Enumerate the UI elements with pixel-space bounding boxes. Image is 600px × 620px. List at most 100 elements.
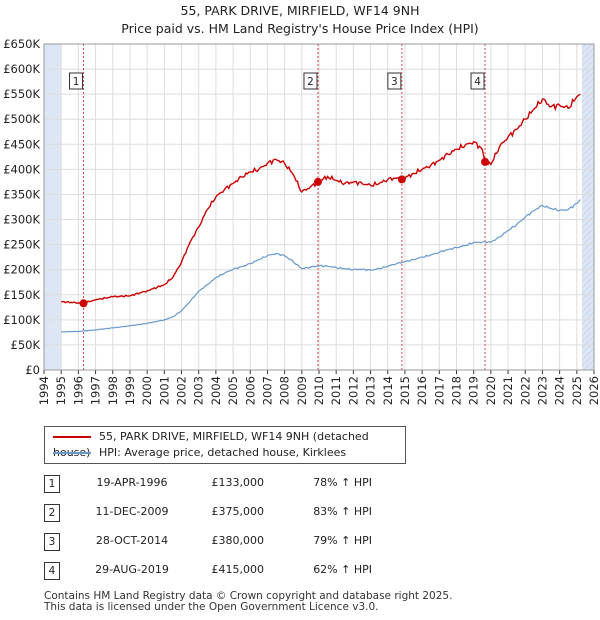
row-price: £380,000 <box>211 534 265 547</box>
sale-marker: 3 <box>387 72 402 90</box>
x-tick-label: 2011 <box>329 376 343 405</box>
row-price: £375,000 <box>211 505 265 518</box>
x-tick-label: 2013 <box>364 376 378 405</box>
hatch-line <box>581 293 594 307</box>
hatch-line <box>581 323 594 337</box>
hatch-line <box>581 53 594 67</box>
y-tick-label: £600K <box>3 62 40 76</box>
row-date: 28-OCT-2014 <box>95 534 169 547</box>
table-row: 4 29-AUG-2019 £415,000 62% ↑ HPI <box>44 561 444 590</box>
price-chart: 1 2 3 4 £0 £50K £100K £150K £200K £250K £300K £350… <box>3 18 600 405</box>
sale-point <box>481 157 490 166</box>
y-tick-label: £200K <box>3 263 40 277</box>
x-tick-label: 2001 <box>157 376 171 405</box>
hatch-line <box>581 239 594 253</box>
table-row: 3 28-OCT-2014 £380,000 79% ↑ HPI <box>44 532 444 561</box>
hatch-line <box>581 161 594 175</box>
footer-line-2: This data is licensed under the Open Gov… <box>44 601 379 613</box>
x-tick-label: 2020 <box>484 376 498 405</box>
row-hpi: 62% ↑ HPI <box>313 563 372 576</box>
hatch-line <box>581 44 587 49</box>
hatch-line <box>581 233 594 247</box>
y-tick-label: £500K <box>3 112 40 126</box>
hatch-line <box>581 251 594 265</box>
sale-marker: 4 <box>470 72 485 90</box>
sale-marker-label: 1 <box>73 76 80 88</box>
hatch-line <box>581 155 594 169</box>
chart-subtitle: Price paid vs. HM Land Registry's House … <box>121 21 479 36</box>
x-tick-label: 2025 <box>570 376 584 405</box>
y-tick-label: £450K <box>3 137 40 151</box>
hatch-line <box>581 347 594 361</box>
hatch-line <box>581 107 594 121</box>
hatch-line <box>581 143 594 157</box>
row-hpi: 78% ↑ HPI <box>313 476 372 489</box>
plot-frame <box>43 43 595 371</box>
hatch-line <box>581 275 594 289</box>
sale-point <box>313 177 322 186</box>
legend-swatch-property <box>53 436 91 438</box>
x-tick-label: 1999 <box>123 376 137 405</box>
y-tick-label: £650K <box>3 37 40 51</box>
sale-marker-box <box>470 72 485 90</box>
x-tick-label: 2004 <box>209 376 223 405</box>
hatch-line <box>581 44 593 55</box>
hatch-line <box>581 281 594 295</box>
x-tick-label: 2006 <box>243 376 257 405</box>
y-tick-label: £150K <box>3 288 40 302</box>
y-tick-label: £550K <box>3 87 40 101</box>
hatch-line <box>582 30 594 42</box>
y-tick-label: £100K <box>3 313 40 327</box>
sale-marker-label: 4 <box>474 76 481 88</box>
x-tick-label: 2002 <box>175 376 189 405</box>
legend-label-hpi: HPI: Average price, detached house, Kirk… <box>99 446 347 459</box>
x-tick-label: 2003 <box>192 376 206 405</box>
table-row: 1 19-APR-1996 £133,000 78% ↑ HPI <box>44 474 444 503</box>
sale-marker-label: 3 <box>391 76 398 88</box>
x-tick-label: 2017 <box>432 376 446 405</box>
hatch-line <box>581 77 594 91</box>
y-tick-label: £250K <box>3 238 40 252</box>
hatch-line <box>581 125 594 139</box>
x-tick-label: 1996 <box>71 376 85 405</box>
x-tick-label: 2021 <box>501 376 515 405</box>
hatch-line <box>581 179 594 193</box>
chart-title: 55, PARK DRIVE, MIRFIELD, WF14 9NH <box>180 3 420 18</box>
x-tick-label: 2009 <box>295 376 309 405</box>
hatch-line <box>581 353 594 367</box>
sale-point <box>79 299 88 308</box>
hatch-line <box>581 131 594 145</box>
sale-point <box>397 175 406 184</box>
hatch-line <box>581 221 594 235</box>
hatch-line <box>581 245 594 259</box>
x-tick-label: 1998 <box>106 376 120 405</box>
row-date: 11-DEC-2009 <box>95 505 169 518</box>
hatch-line <box>581 149 594 163</box>
hatch-line <box>581 287 594 301</box>
hatch-line <box>581 341 594 355</box>
y-tick-label: £300K <box>3 213 40 227</box>
hatch-line <box>581 95 594 109</box>
x-tick-label: 2015 <box>398 376 412 405</box>
hatch-line <box>581 89 594 103</box>
x-tick-label: 2014 <box>381 376 395 405</box>
transactions-table: 1 19-APR-1996 £133,000 78% ↑ HPI 2 11-DE… <box>44 474 444 590</box>
legend-item-property: 55, PARK DRIVE, MIRFIELD, WF14 9NH (deta… <box>53 429 405 459</box>
hatch-line <box>581 227 594 241</box>
hatch-line <box>581 71 594 85</box>
y-tick-label: £350K <box>3 187 40 201</box>
row-badge: 1 <box>44 475 60 493</box>
footer: Contains HM Land Registry data © Crown c… <box>44 591 452 613</box>
x-tick-label: 2018 <box>450 376 464 405</box>
hatch-line <box>581 59 594 73</box>
no-data-region-right <box>581 44 594 370</box>
x-tick-label: 2022 <box>518 376 532 405</box>
sale-marker: 1 <box>69 72 84 90</box>
hatch-line <box>582 18 594 30</box>
table-row: 2 11-DEC-2009 £375,000 83% ↑ HPI <box>44 503 444 532</box>
hatch-line <box>581 119 594 133</box>
footer-line-1: Contains HM Land Registry data © Crown c… <box>44 590 453 602</box>
hatch-line <box>581 101 594 115</box>
x-tick-label: 2012 <box>346 376 360 405</box>
row-hpi: 83% ↑ HPI <box>313 505 372 518</box>
